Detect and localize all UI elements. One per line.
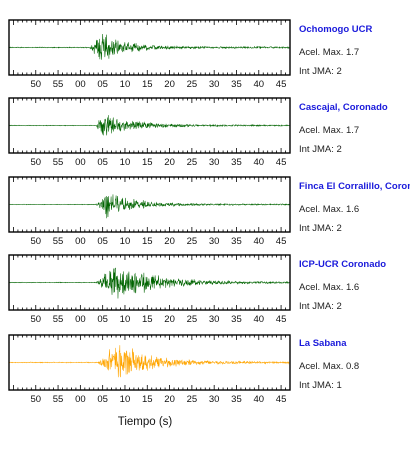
- x-tick-label: 40: [253, 157, 264, 168]
- int-jma-label: Int JMA: 2: [299, 223, 342, 234]
- acel-max-label: Acel. Max. 1.7: [299, 47, 360, 58]
- acel-max-label: Acel. Max. 1.6: [299, 282, 360, 293]
- x-tick-label: 35: [231, 314, 242, 325]
- seismogram-trace: [8, 267, 291, 299]
- x-tick-label: 30: [209, 157, 220, 168]
- x-tick-label: 15: [142, 79, 153, 90]
- x-tick-label: 50: [30, 157, 41, 168]
- seismogram-trace: [8, 194, 291, 219]
- x-tick-label: 55: [53, 394, 64, 405]
- seismogram-trace: [8, 345, 291, 378]
- seismogram-trace: [8, 115, 291, 136]
- panel-frame: [8, 254, 291, 311]
- x-tick-label: 00: [75, 314, 86, 325]
- x-tick-label: 05: [97, 157, 108, 168]
- x-tick-label: 10: [120, 157, 131, 168]
- x-tick-label: 55: [53, 157, 64, 168]
- station-name: La Sabana: [299, 338, 347, 349]
- acel-max-label: Acel. Max. 0.8: [299, 361, 360, 372]
- x-tick-label: 15: [142, 394, 153, 405]
- x-tick-label: 40: [253, 236, 264, 247]
- panel-frame: [8, 97, 291, 154]
- x-tick-label: 25: [187, 394, 198, 405]
- x-tick-label: 00: [75, 236, 86, 247]
- panel-0: 50 55 00 05 10 15 20 25 30 35 40 45: [8, 19, 291, 90]
- x-tick-label: 00: [75, 79, 86, 90]
- x-axis-label: Tiempo (s): [117, 416, 173, 428]
- station-name: Ochomogo UCR: [299, 24, 373, 35]
- x-tick-label: 20: [164, 236, 175, 247]
- x-tick-label: 40: [253, 394, 264, 405]
- x-tick-label: 25: [187, 157, 198, 168]
- x-tick-label: 30: [209, 314, 220, 325]
- x-tick-label: 40: [253, 314, 264, 325]
- x-tick-label: 30: [209, 236, 220, 247]
- x-tick-label: 25: [187, 314, 198, 325]
- x-tick-label: 55: [53, 314, 64, 325]
- x-tick-label: 50: [30, 314, 41, 325]
- x-tick-label: 10: [120, 79, 131, 90]
- int-jma-label: Int JMA: 2: [299, 66, 342, 77]
- station-name: Cascajal, Coronado: [299, 102, 388, 113]
- x-tick-label: 05: [97, 236, 108, 247]
- x-tick-label: 35: [231, 236, 242, 247]
- x-tick-label: 45: [276, 314, 287, 325]
- panel-4: 50 55 00 05 10 15 20 25 30 35 40 45: [8, 334, 291, 405]
- panel-frame: [8, 176, 291, 233]
- x-tick-label: 55: [53, 79, 64, 90]
- x-tick-label: 20: [164, 157, 175, 168]
- panel-3: 50 55 00 05 10 15 20 25 30 35 40 45: [8, 254, 291, 325]
- x-tick-label: 10: [120, 236, 131, 247]
- acel-max-label: Acel. Max. 1.6: [299, 204, 360, 215]
- int-jma-label: Int JMA: 1: [299, 380, 342, 391]
- x-tick-label: 15: [142, 157, 153, 168]
- panel-frame: [8, 334, 291, 391]
- x-tick-label: 30: [209, 79, 220, 90]
- panel-frame: [8, 19, 291, 76]
- x-tick-label: 45: [276, 157, 287, 168]
- acel-max-label: Acel. Max. 1.7: [299, 125, 360, 136]
- x-tick-label: 10: [120, 314, 131, 325]
- x-tick-label: 05: [97, 79, 108, 90]
- x-tick-label: 20: [164, 314, 175, 325]
- x-tick-label: 35: [231, 157, 242, 168]
- x-tick-label: 50: [30, 79, 41, 90]
- station-info: Acel. Max. 1.6 Int JMA: 2: [299, 200, 359, 238]
- panel-2: 50 55 00 05 10 15 20 25 30 35 40 45: [8, 176, 291, 247]
- x-tick-label: 00: [75, 394, 86, 405]
- x-tick-label: 55: [53, 236, 64, 247]
- int-jma-label: Int JMA: 2: [299, 301, 342, 312]
- panel-1: 50 55 00 05 10 15 20 25 30 35 40 45: [8, 97, 291, 168]
- station-info: Acel. Max. 0.8 Int JMA: 1: [299, 357, 359, 395]
- station-info: Acel. Max. 1.6 Int JMA: 2: [299, 278, 359, 316]
- x-tick-label: 45: [276, 79, 287, 90]
- x-tick-label: 40: [253, 79, 264, 90]
- x-tick-label: 15: [142, 236, 153, 247]
- x-tick-label: 35: [231, 79, 242, 90]
- x-tick-label: 05: [97, 314, 108, 325]
- x-tick-label: 25: [187, 236, 198, 247]
- x-tick-label: 50: [30, 236, 41, 247]
- x-tick-label: 30: [209, 394, 220, 405]
- x-tick-label: 45: [276, 236, 287, 247]
- station-info: Acel. Max. 1.7 Int JMA: 2: [299, 43, 359, 81]
- x-tick-label: 05: [97, 394, 108, 405]
- x-tick-label: 45: [276, 394, 287, 405]
- station-name: Finca El Corralillo, Coronado: [299, 181, 410, 192]
- int-jma-label: Int JMA: 2: [299, 144, 342, 155]
- seismogram-trace: [8, 34, 291, 60]
- x-tick-label: 00: [75, 157, 86, 168]
- x-tick-label: 20: [164, 79, 175, 90]
- x-tick-label: 25: [187, 79, 198, 90]
- x-tick-label: 15: [142, 314, 153, 325]
- x-tick-label: 35: [231, 394, 242, 405]
- x-tick-label: 20: [164, 394, 175, 405]
- x-tick-label: 50: [30, 394, 41, 405]
- x-tick-label: 10: [120, 394, 131, 405]
- station-name: ICP-UCR Coronado: [299, 259, 387, 270]
- station-info: Acel. Max. 1.7 Int JMA: 2: [299, 121, 359, 159]
